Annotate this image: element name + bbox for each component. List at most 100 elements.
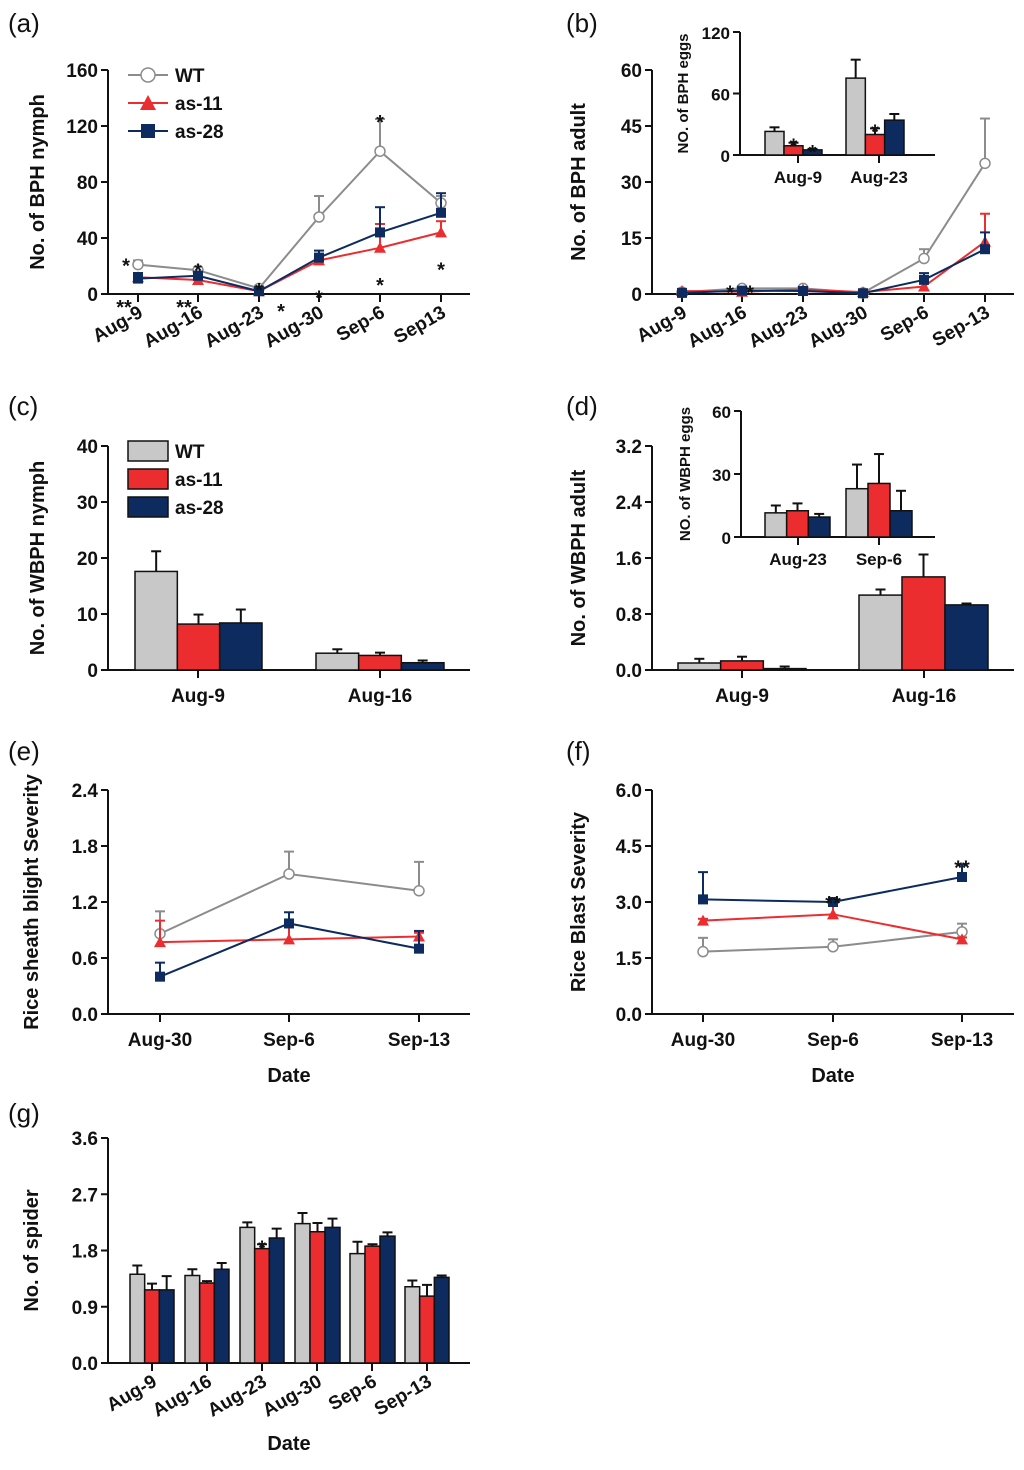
y-tick-label: 30 [77,493,98,514]
x-tick-label: Aug-30 [261,302,327,352]
bar-WT [845,77,867,156]
significance-marker: ** [954,858,970,880]
y-tick-label: 60 [711,86,730,105]
data-point-as-28 [375,227,385,238]
x-tick-label: Sep-6 [877,302,932,346]
bar-as-28 [400,661,445,671]
significance-marker: * [437,259,445,281]
bar-WT [239,1226,256,1364]
significance-marker: * [746,282,754,304]
x-tick-label: Sep-13 [931,1030,993,1051]
data-point-WT [283,868,295,880]
bar-as-28 [883,119,905,156]
data-point-as-11 [435,226,447,238]
data-point-as-11 [956,933,968,945]
significance-marker: * [258,1237,266,1259]
legend-swatch-as-28 [127,496,169,518]
x-tick-label: Aug-30 [671,1030,735,1051]
panel-label: (b) [566,8,598,38]
x-tick-label: Sep-6 [333,302,388,346]
data-point-as-28 [677,287,687,298]
x-tick-label: Sep-13 [388,1030,450,1051]
y-axis-title: NO. of BPH eggs [675,33,692,153]
y-tick-label: 1.6 [616,549,642,570]
x-axis-title: Date [267,1433,310,1455]
y-axis-title: No. of WBPH adult [568,469,590,646]
panel-d: (d) 0.0 0.8 1.6 2.4 3.2 Aug-9 Aug-16 No. of WBPH… [566,391,1014,707]
x-tick-label: Aug-23 [201,302,267,352]
data-point-as-28 [141,124,155,138]
bar-as-28 [807,516,831,538]
bar-as-11 [719,660,765,671]
y-tick-label: 2.4 [72,781,99,802]
data-point-as-28 [858,288,868,299]
data-point-WT [918,252,930,265]
bar-as-28 [762,667,807,671]
data-point-as-28 [284,918,294,929]
data-point-as-28 [414,943,424,954]
data-point-as-28 [957,871,967,882]
legend-label-as-28: as-28 [175,122,224,143]
significance-marker: * [376,112,384,134]
data-point-WT [979,157,991,170]
data-point-as-11 [283,933,295,945]
data-point-WT [313,211,325,223]
significance-marker: * [376,275,384,297]
bar-as-11 [176,623,221,671]
bar-WT [845,487,869,538]
series-line-WT [681,162,986,294]
x-tick-label: Aug-23 [769,550,827,569]
y-tick-label: 0.0 [72,1354,98,1375]
x-tick-label: Sep-6 [263,1030,315,1051]
significance-marker: * [809,142,817,164]
bar-WT [858,594,903,671]
bar-as-28 [433,1276,450,1364]
bar-WT [677,662,722,671]
data-point-as-11 [918,280,930,292]
y-tick-label: 10 [77,605,98,626]
x-tick-label: Aug-16 [149,1371,215,1421]
data-point-as-11 [154,936,166,948]
legend-label-WT: WT [175,66,205,87]
bar-WT [764,130,785,156]
significance-marker: * [871,121,879,143]
inset-chart-d: 0 30 60 Aug-23 Sep-6 NO. of WBPH eggs [677,403,935,569]
panel-label: (e) [8,736,40,766]
x-tick-label: Sep13 [391,302,450,348]
x-tick-label: Aug-9 [715,686,769,707]
bar-as-28 [944,604,989,671]
bar-as-11 [357,654,403,671]
y-tick-label: 0.0 [616,661,642,682]
x-tick-label: Sep-13 [371,1371,435,1420]
y-tick-label: 120 [66,117,98,138]
y-tick-label: 2.7 [72,1185,98,1206]
data-point-WT [374,145,386,157]
data-point-as-28 [828,897,838,907]
y-tick-label: 60 [712,403,731,422]
series-line-as-11 [137,231,442,293]
y-axis-title: No. of BPH nymph [27,94,49,270]
y-tick-label: 6.0 [616,781,642,802]
data-point-WT [140,67,156,83]
panel-f: (f) 0.0 1.5 3.0 4.5 6.0 Aug-30 Sep-6 Sep-13 Rice … [566,736,1014,1087]
significance-marker: * [122,255,130,277]
y-tick-label: 1.8 [72,1242,98,1263]
y-tick-label: 0.0 [72,1005,98,1026]
legend-label-WT: WT [175,442,205,463]
y-tick-label: 0.9 [72,1298,98,1319]
y-axis-title: Rice Blast Severity [568,811,590,992]
y-tick-label: 3.6 [72,1129,98,1150]
y-tick-label: 1.2 [72,893,98,914]
series-line-as-28 [137,211,442,293]
significance-marker: * [790,136,798,158]
bar-WT [404,1286,421,1364]
x-tick-label: Sep-6 [856,550,902,569]
y-tick-label: 80 [77,173,98,194]
significance-marker: ** [116,297,132,319]
y-axis-title: No. of spider [21,1189,43,1311]
data-point-as-28 [133,273,143,284]
data-point-as-28 [737,285,747,296]
y-tick-label: 30 [621,173,642,194]
